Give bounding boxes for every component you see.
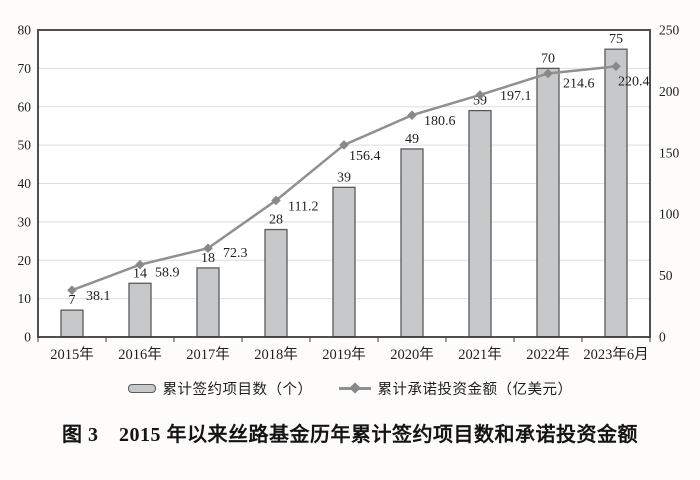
y-axis-label-left: 50 bbox=[18, 138, 32, 153]
bar-value-label: 39 bbox=[337, 170, 351, 185]
line-value-label: 38.1 bbox=[86, 289, 111, 304]
bar bbox=[468, 109, 492, 338]
bar-value-label: 28 bbox=[269, 213, 283, 228]
line-marker bbox=[135, 259, 145, 270]
legend-label-investment: 累计承诺投资金额（亿美元） bbox=[377, 381, 573, 398]
y-axis-label-right: 50 bbox=[659, 268, 673, 283]
y-axis-label-left: 40 bbox=[18, 176, 32, 191]
combo-chart: 0 10 20 30 40 50 60 70 80 0 50 100 150 200 250 7 14 18 28 3… bbox=[18, 23, 680, 364]
x-tick-label: 2016年 bbox=[118, 346, 162, 363]
legend-item-investment: 累计承诺投资金额（亿美元） bbox=[338, 378, 573, 399]
x-tick-label: 2020年 bbox=[390, 346, 434, 363]
line-marker bbox=[407, 110, 417, 121]
x-tick-label: 2017年 bbox=[186, 346, 230, 363]
bar bbox=[332, 186, 356, 338]
y-axis-label-right: 150 bbox=[659, 145, 680, 160]
legend-item-projects: 累计签约项目数（个） bbox=[127, 378, 313, 399]
bar-swatch-icon bbox=[127, 383, 156, 393]
line-value-label: 111.2 bbox=[288, 199, 318, 214]
line-value-label: 197.1 bbox=[500, 89, 532, 104]
y-axis-label-left: 10 bbox=[18, 291, 32, 306]
bar-value-label: 70 bbox=[541, 51, 555, 66]
line-marker bbox=[611, 61, 621, 72]
bar bbox=[60, 309, 84, 338]
y-axis-label-right: 250 bbox=[659, 23, 680, 38]
line-value-label: 72.3 bbox=[223, 246, 248, 261]
line-marker bbox=[475, 90, 485, 100]
bar bbox=[128, 282, 152, 338]
line-value-label: 156.4 bbox=[349, 149, 381, 164]
bar bbox=[264, 228, 288, 338]
y-axis-label-left: 30 bbox=[18, 214, 32, 229]
bar-value-label: 7 bbox=[69, 293, 76, 308]
x-tick-label: 2023年6月 bbox=[583, 346, 648, 363]
bar bbox=[196, 267, 220, 338]
bar-value-label: 75 bbox=[609, 32, 623, 47]
y-axis-label-left: 0 bbox=[24, 330, 31, 345]
line-marker bbox=[67, 285, 77, 296]
y-axis-label-right: 100 bbox=[659, 207, 680, 222]
bar-value-label: 49 bbox=[405, 132, 419, 147]
line-marker bbox=[203, 243, 213, 254]
line-marker bbox=[271, 195, 281, 206]
diamond-marker-icon bbox=[348, 382, 361, 394]
x-tick-label: 2022年 bbox=[526, 346, 570, 363]
y-axis-label-left: 60 bbox=[18, 99, 32, 114]
line-value-label: 58.9 bbox=[155, 266, 180, 281]
y-axis-label-left: 70 bbox=[18, 61, 32, 76]
figure-caption: 图 3 2015 年以来丝路基金历年累计签约项目数和承诺投资金额 bbox=[62, 424, 638, 446]
bar bbox=[604, 48, 628, 338]
bar bbox=[400, 148, 424, 338]
bar-value-label: 14 bbox=[133, 266, 147, 281]
line-value-label: 180.6 bbox=[424, 114, 456, 129]
line-swatch-icon bbox=[338, 382, 371, 394]
x-tick-label: 2021年 bbox=[458, 346, 502, 363]
legend-label-projects: 累计签约项目数（个） bbox=[162, 381, 313, 398]
y-axis-label-right: 0 bbox=[659, 330, 666, 345]
bar-value-label: 18 bbox=[201, 251, 215, 266]
y-axis-label-left: 80 bbox=[18, 23, 32, 38]
line-value-label: 220.4 bbox=[618, 74, 650, 89]
plot-frame bbox=[37, 29, 651, 338]
line-value-label: 214.6 bbox=[563, 76, 595, 91]
y-axis-label-left: 20 bbox=[18, 253, 32, 268]
bar-value-label: 59 bbox=[473, 94, 487, 109]
line-marker bbox=[339, 140, 349, 150]
x-tick-label: 2019年 bbox=[322, 346, 366, 363]
chart-legend: 累计签约项目数（个） 累计承诺投资金额（亿美元） bbox=[0, 378, 700, 398]
x-tick-label: 2018年 bbox=[254, 346, 298, 363]
x-tick-label: 2015年 bbox=[50, 346, 94, 363]
line-marker bbox=[543, 68, 553, 79]
y-axis-label-right: 200 bbox=[659, 84, 680, 99]
bar bbox=[536, 67, 560, 338]
